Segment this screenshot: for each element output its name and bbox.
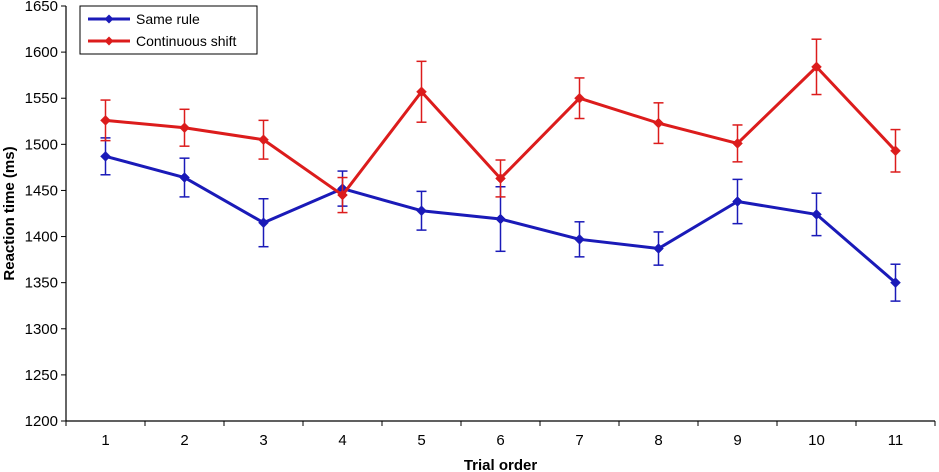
y-tick-label: 1300 <box>25 321 58 338</box>
data-point-continuous-shift <box>890 145 901 157</box>
y-tick-label: 1350 <box>25 275 58 292</box>
data-point-continuous-shift <box>653 117 664 129</box>
y-tick-label: 1600 <box>25 44 58 61</box>
y-tick-label: 1250 <box>25 367 58 384</box>
y-tick-label: 1550 <box>25 90 58 107</box>
data-point-same-rule <box>811 209 822 220</box>
data-point-same-rule <box>179 172 190 183</box>
x-tick-label: 2 <box>180 432 188 449</box>
y-axis-title: Reaction time (ms) <box>1 146 18 280</box>
legend-box <box>79 5 258 55</box>
data-point-same-rule <box>495 213 506 225</box>
data-point-same-rule <box>574 233 585 245</box>
x-tick-label: 10 <box>808 432 825 449</box>
y-tick-label: 1450 <box>25 182 58 199</box>
data-point-same-rule <box>416 205 427 217</box>
x-tick-label: 6 <box>496 432 504 449</box>
data-point-continuous-shift <box>416 86 427 98</box>
x-tick-label: 5 <box>417 432 425 449</box>
data-point-continuous-shift <box>179 122 190 134</box>
x-tick-label: 3 <box>259 432 267 449</box>
x-tick-label: 11 <box>888 432 904 449</box>
x-tick-label: 7 <box>575 432 583 449</box>
y-tick-label: 1400 <box>25 229 58 246</box>
data-point-continuous-shift <box>258 134 269 146</box>
data-point-continuous-shift <box>811 61 822 73</box>
data-point-continuous-shift <box>100 115 111 126</box>
legend-marker-continuous-shift <box>104 36 114 46</box>
data-point-same-rule <box>653 243 664 254</box>
data-point-continuous-shift <box>495 173 506 184</box>
data-point-continuous-shift <box>337 189 348 201</box>
data-point-same-rule <box>258 217 269 229</box>
x-axis-title: Trial order <box>464 457 538 472</box>
x-tick-label: 9 <box>733 432 741 449</box>
data-point-continuous-shift <box>574 92 585 104</box>
data-point-same-rule <box>100 150 111 162</box>
legend-label-same-rule: Same rule <box>136 11 200 27</box>
data-point-same-rule <box>732 196 743 207</box>
y-tick-label: 1200 <box>25 413 58 430</box>
x-tick-label: 4 <box>338 432 346 449</box>
x-tick-label: 8 <box>654 432 662 449</box>
legend-marker-same-rule <box>104 14 114 24</box>
y-tick-label: 1500 <box>25 136 58 153</box>
data-point-same-rule <box>890 277 901 289</box>
data-point-continuous-shift <box>732 138 743 149</box>
y-tick-label: 1650 <box>25 0 58 15</box>
legend-label-continuous-shift: Continuous shift <box>136 33 237 49</box>
x-tick-label: 1 <box>101 432 109 449</box>
